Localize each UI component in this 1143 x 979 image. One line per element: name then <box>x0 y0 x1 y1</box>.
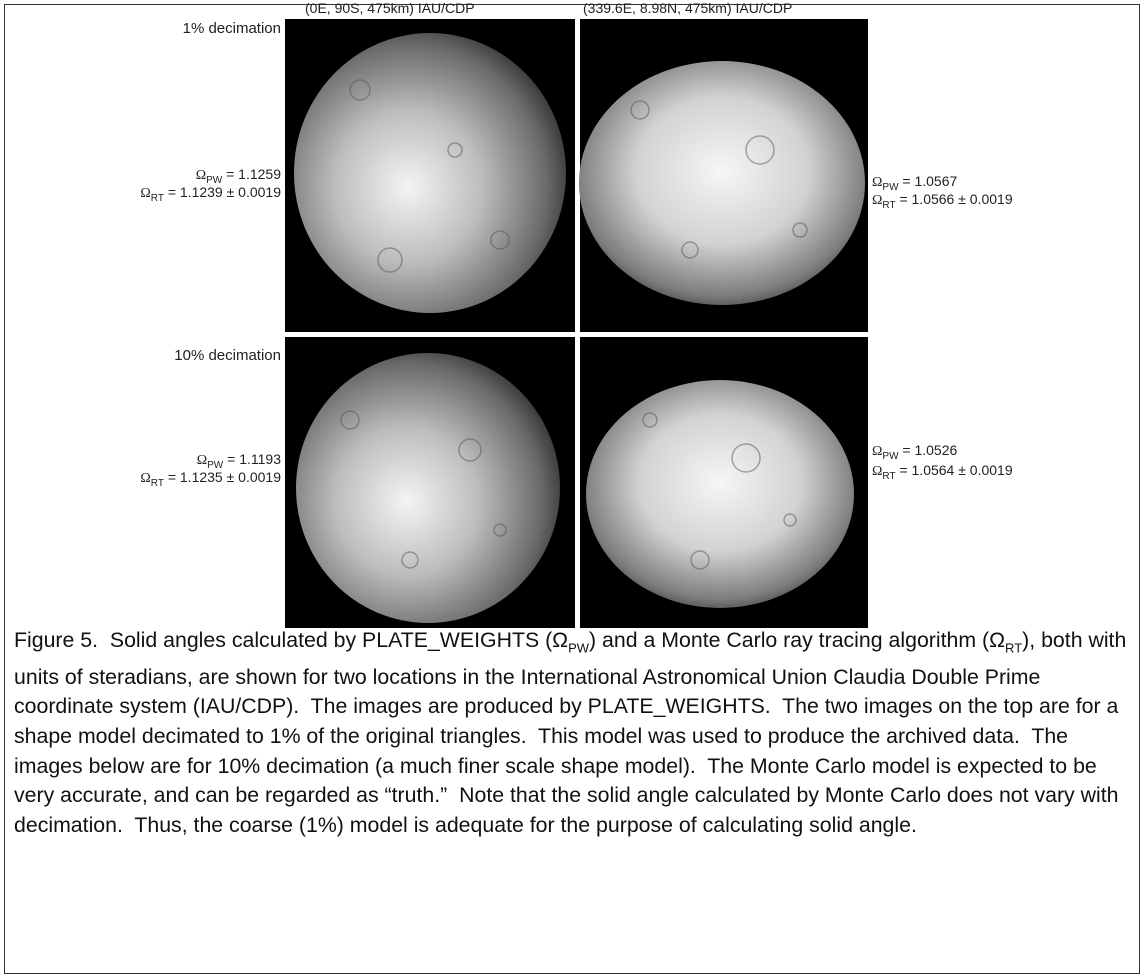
solid-angle-rt: ΩRT = 1.1239 ± 0.0019 <box>140 184 281 204</box>
caption-text: ) and a Monte Carlo ray tracing algorith… <box>589 628 1005 652</box>
asteroid-render <box>579 61 865 305</box>
solid-angle-value: = 1.1235 ± 0.0019 <box>164 469 281 485</box>
caption-text: ), both with units of steradians, are sh… <box>14 628 1132 837</box>
omega-symbol: Ω <box>140 186 150 201</box>
solid-angle-value: = 1.0564 ± 0.0019 <box>896 462 1013 478</box>
omega-symbol: Ω <box>196 168 206 183</box>
row-label: 10% decimation <box>174 347 281 364</box>
figure-caption: Figure 5. Solid angles calculated by PLA… <box>14 626 1136 840</box>
omega-subscript: PW <box>882 451 898 462</box>
caption-subscript: RT <box>1005 640 1022 655</box>
omega-symbol: Ω <box>140 471 150 486</box>
omega-symbol: Ω <box>872 444 882 459</box>
column-header: (339.6E, 8.98N, 475km) IAU/CDP <box>583 0 792 16</box>
solid-angle-value: = 1.1193 <box>223 451 281 467</box>
solid-angle-pw: ΩPW = 1.1193 <box>197 451 281 471</box>
omega-symbol: Ω <box>197 453 207 468</box>
omega-symbol: Ω <box>872 464 882 479</box>
solid-angle-value: = 1.0567 <box>899 173 958 189</box>
caption-text: Figure 5. Solid angles calculated by PLA… <box>14 628 568 652</box>
solid-angle-rt: ΩRT = 1.0566 ± 0.0019 <box>872 191 1013 211</box>
omega-subscript: RT <box>151 478 164 489</box>
solid-angle-rt: ΩRT = 1.1235 ± 0.0019 <box>140 469 281 489</box>
solid-angle-value: = 1.1259 <box>222 166 281 182</box>
solid-angle-pw: ΩPW = 1.1259 <box>196 166 281 186</box>
omega-subscript: RT <box>882 471 895 482</box>
asteroid-render <box>296 353 560 623</box>
solid-angle-value: = 1.0526 <box>899 442 958 458</box>
solid-angle-value: = 1.0566 ± 0.0019 <box>896 191 1013 207</box>
asteroid-render <box>294 33 566 313</box>
figure-images <box>0 0 1143 640</box>
solid-angle-pw: ΩPW = 1.0526 <box>872 442 957 462</box>
omega-symbol: Ω <box>872 193 882 208</box>
omega-subscript: RT <box>882 200 895 211</box>
caption-subscript: PW <box>568 640 589 655</box>
omega-symbol: Ω <box>872 175 882 190</box>
solid-angle-value: = 1.1239 ± 0.0019 <box>164 184 281 200</box>
column-header: (0E, 90S, 475km) IAU/CDP <box>305 0 475 16</box>
asteroid-render <box>586 380 854 608</box>
solid-angle-rt: ΩRT = 1.0564 ± 0.0019 <box>872 462 1013 482</box>
row-label: 1% decimation <box>183 20 281 37</box>
solid-angle-pw: ΩPW = 1.0567 <box>872 173 957 193</box>
omega-subscript: RT <box>151 193 164 204</box>
page: (0E, 90S, 475km) IAU/CDP (339.6E, 8.98N,… <box>0 0 1143 979</box>
